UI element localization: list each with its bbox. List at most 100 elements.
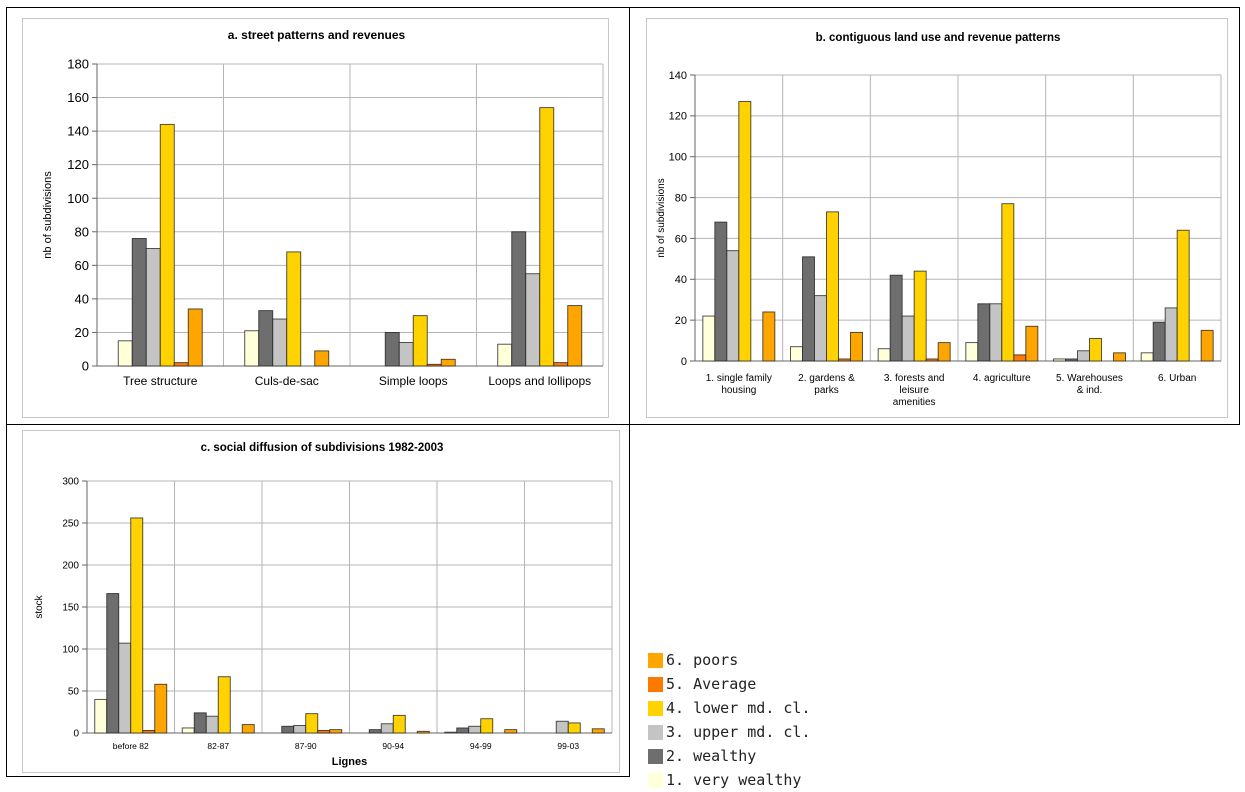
bar [286,251,302,367]
bar [398,342,414,367]
chart-a-svg: a. street patterns and revenues 0 20 40 60 80… [42,28,604,388]
y-tick-label: 20 [75,325,89,340]
bar [205,715,219,734]
bar [1013,354,1027,362]
y-tick-label: 100 [669,152,687,164]
y-tick-label: 80 [75,224,89,239]
y-tick-label: 40 [75,291,89,306]
legend-item: 4. lower md. cl. [648,696,908,720]
bar [1140,352,1154,362]
bar [838,358,851,362]
x-tick-label: housing [721,385,756,396]
legend-item: 3. upper md. cl. [648,720,908,744]
x-tick-label: 1. single family [706,373,772,384]
y-tick-label: 120 [67,157,89,172]
y-tick-label: 20 [675,315,687,327]
legend-item: 6. poors [648,648,908,672]
bar [1200,329,1214,362]
bar [142,730,156,734]
bar [187,308,203,367]
bar [440,358,456,367]
bar [416,730,430,734]
y-tick-label: 0 [73,729,79,740]
legend-swatch [648,700,663,716]
bar [314,350,330,367]
bar [553,362,569,367]
legend: 6. poors 5. Average 4. lower md. cl. 3. … [648,648,908,792]
x-tick-label: 6. Urban [1158,373,1196,384]
bar [130,517,144,734]
chart-panel-a: a. street patterns and revenues 0 20 40 60 80… [22,18,609,418]
bar [989,303,1003,362]
bar [193,712,207,734]
bar [511,231,527,367]
x-tick-label: amenities [893,397,936,408]
x-tick-label: 90-94 [382,741,404,751]
bar [131,238,147,367]
x-tick-label: 2. gardens & [798,373,855,384]
bar [173,362,189,367]
bar [1077,350,1090,362]
bar [555,720,569,734]
x-tick-label: 94-99 [470,741,492,751]
x-tick-label: 99-03 [557,741,579,751]
legend-swatch [648,724,663,740]
bar [567,722,581,734]
bar [802,256,815,362]
bar [889,274,903,362]
legend-label: 6. poors [666,651,739,669]
y-tick-label: 100 [62,645,79,656]
chart-panel-b: b. contiguous land use and revenue patte… [646,18,1228,418]
legend-swatch [648,676,663,692]
bar [1065,358,1078,362]
y-tick-label: 80 [675,192,687,204]
y-tick-label: 60 [75,258,89,273]
legend-label: 1. very wealthy [666,771,802,789]
bar [525,273,541,367]
frame-top-right [629,7,1240,425]
bar [244,330,260,367]
legend-item: 5. Average [648,672,908,696]
bar [480,718,494,734]
bar [117,340,133,367]
bar [567,305,583,367]
y-tick-label: 0 [681,356,687,368]
x-tick-label: 5. Warehouses [1056,373,1123,384]
bar [1089,338,1102,362]
chart-b-svg: b. contiguous land use and revenue patte… [656,32,1222,408]
x-tick-label: 87-90 [295,741,317,751]
y-tick-label: 120 [669,111,687,123]
legend-label: 4. lower md. cl. [666,699,811,717]
legend-swatch [648,772,663,788]
chart-title: a. street patterns and revenues [228,28,406,42]
bar [444,731,458,734]
x-tick-label: 3. forests and [884,373,945,384]
chart-panel-c: c. social diffusion of subdivisions 1982… [22,430,620,773]
bar [94,698,108,734]
bar [925,358,939,362]
y-tick-label: 150 [62,603,79,614]
bar [977,303,991,362]
bar [317,730,331,734]
y-tick-label: 100 [67,191,89,206]
chart-title: b. contiguous land use and revenue patte… [816,32,1061,44]
x-tick-label: parks [814,385,838,396]
legend-item: 1. very wealthy [648,768,908,792]
bar [159,123,175,367]
bar [305,713,319,734]
bar [850,331,863,362]
y-tick-label: 0 [82,359,89,374]
x-tick-label: 4. agriculture [973,373,1031,384]
y-tick-label: 60 [675,233,687,245]
bar [293,724,307,734]
bar [877,348,891,362]
y-axis-label: nb of subdivisions [656,178,667,258]
y-tick-label: 160 [67,90,89,105]
chart-c-svg: c. social diffusion of subdivisions 1982… [34,442,613,768]
bar [937,342,951,362]
bar [412,315,428,367]
bar [714,221,728,362]
bar [181,727,195,734]
y-tick-label: 140 [669,70,687,82]
y-tick-label: 300 [62,477,79,488]
